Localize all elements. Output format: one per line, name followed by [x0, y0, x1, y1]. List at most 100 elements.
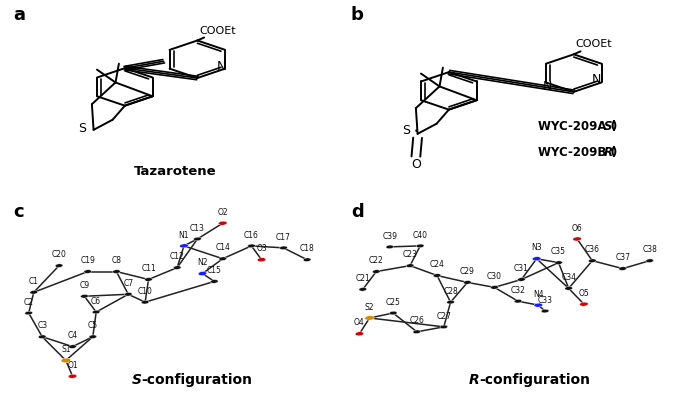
Ellipse shape	[573, 237, 581, 241]
Ellipse shape	[38, 335, 46, 339]
Ellipse shape	[25, 311, 32, 315]
Text: a: a	[14, 6, 26, 24]
Text: O6: O6	[572, 224, 583, 233]
Ellipse shape	[144, 278, 153, 281]
Ellipse shape	[406, 264, 414, 267]
Ellipse shape	[355, 332, 364, 336]
Text: C17: C17	[276, 233, 291, 241]
Text: C20: C20	[51, 250, 67, 259]
Ellipse shape	[646, 259, 653, 263]
Ellipse shape	[113, 270, 120, 273]
Text: N: N	[217, 60, 226, 73]
Text: WYC-209B (: WYC-209B (	[539, 146, 616, 158]
Ellipse shape	[416, 244, 424, 248]
Text: S2: S2	[364, 303, 375, 312]
Text: C33: C33	[537, 296, 553, 305]
Ellipse shape	[69, 345, 76, 348]
Ellipse shape	[514, 299, 522, 303]
Ellipse shape	[219, 257, 227, 261]
Ellipse shape	[211, 280, 218, 283]
Text: R: R	[468, 373, 479, 387]
Text: C31: C31	[514, 264, 529, 273]
Ellipse shape	[55, 264, 63, 267]
Text: C39: C39	[382, 231, 398, 241]
Text: C36: C36	[585, 245, 600, 254]
Text: C1: C1	[29, 277, 38, 286]
Ellipse shape	[61, 358, 71, 363]
Ellipse shape	[491, 286, 498, 289]
Text: C22: C22	[369, 256, 383, 265]
Text: C2: C2	[24, 298, 34, 307]
Ellipse shape	[173, 266, 181, 269]
Text: S: S	[78, 122, 86, 135]
Text: C15: C15	[207, 266, 222, 275]
Ellipse shape	[359, 288, 367, 291]
Text: C4: C4	[68, 331, 78, 340]
Ellipse shape	[555, 261, 562, 265]
Text: -configuration: -configuration	[479, 373, 590, 387]
Text: C30: C30	[487, 272, 502, 281]
Text: S: S	[603, 120, 612, 133]
Text: S1: S1	[61, 345, 71, 354]
Text: WYC-209A (: WYC-209A (	[539, 120, 616, 133]
Text: C11: C11	[141, 264, 156, 273]
Text: C27: C27	[436, 312, 452, 321]
Text: N1: N1	[179, 231, 189, 239]
Ellipse shape	[248, 244, 255, 248]
Ellipse shape	[589, 259, 596, 263]
Ellipse shape	[80, 294, 88, 298]
Text: C23: C23	[402, 250, 418, 259]
Ellipse shape	[303, 258, 311, 261]
Text: R: R	[603, 146, 612, 158]
Ellipse shape	[141, 300, 149, 304]
Text: O5: O5	[578, 289, 589, 298]
Text: C24: C24	[429, 260, 445, 269]
Text: c: c	[14, 203, 24, 222]
Text: Tazarotene: Tazarotene	[134, 166, 217, 178]
Text: C21: C21	[356, 274, 370, 283]
Text: C38: C38	[642, 245, 657, 254]
Text: O1: O1	[68, 361, 78, 370]
Text: C10: C10	[138, 287, 153, 296]
Text: C29: C29	[460, 267, 475, 276]
Ellipse shape	[534, 303, 543, 307]
Ellipse shape	[124, 292, 132, 296]
Ellipse shape	[464, 280, 471, 284]
Text: C40: C40	[412, 231, 428, 239]
Text: -configuration: -configuration	[142, 373, 252, 387]
Ellipse shape	[92, 310, 100, 314]
Text: C18: C18	[300, 245, 315, 254]
Ellipse shape	[68, 374, 77, 378]
Text: C7: C7	[123, 279, 133, 288]
Text: N3: N3	[531, 243, 542, 252]
Ellipse shape	[198, 271, 207, 276]
Text: ): )	[611, 120, 616, 133]
Text: C5: C5	[88, 322, 98, 330]
Ellipse shape	[440, 325, 448, 329]
Text: C32: C32	[510, 286, 526, 295]
Ellipse shape	[565, 286, 572, 290]
Text: N: N	[543, 80, 552, 93]
Text: N2: N2	[197, 258, 208, 267]
Ellipse shape	[257, 258, 266, 262]
Ellipse shape	[413, 330, 421, 334]
Text: C28: C28	[443, 287, 458, 296]
Text: C12: C12	[170, 252, 184, 261]
Ellipse shape	[619, 267, 626, 271]
Text: C8: C8	[111, 256, 121, 265]
Ellipse shape	[373, 270, 380, 273]
Text: O4: O4	[354, 318, 364, 327]
Text: COOEt: COOEt	[575, 40, 612, 49]
Ellipse shape	[279, 246, 288, 250]
Ellipse shape	[580, 302, 588, 306]
Text: C35: C35	[551, 247, 566, 256]
Text: N: N	[592, 73, 601, 86]
Ellipse shape	[386, 245, 394, 249]
Ellipse shape	[89, 335, 97, 339]
Ellipse shape	[541, 309, 549, 313]
Ellipse shape	[219, 221, 227, 225]
Ellipse shape	[433, 274, 441, 277]
Text: C3: C3	[37, 322, 47, 330]
Ellipse shape	[84, 270, 92, 273]
Text: O3: O3	[256, 245, 267, 254]
